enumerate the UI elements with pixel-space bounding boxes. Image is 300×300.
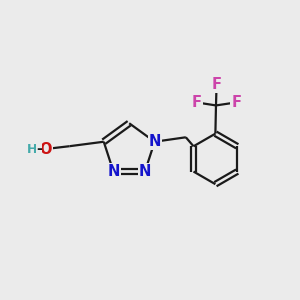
Text: H: H — [27, 143, 38, 156]
Text: F: F — [231, 95, 241, 110]
Text: N: N — [148, 134, 161, 149]
Text: F: F — [212, 77, 222, 92]
Text: N: N — [107, 164, 120, 179]
Text: -: - — [36, 142, 41, 156]
Text: N: N — [139, 164, 151, 179]
Text: O: O — [40, 142, 52, 157]
Text: F: F — [192, 95, 202, 110]
